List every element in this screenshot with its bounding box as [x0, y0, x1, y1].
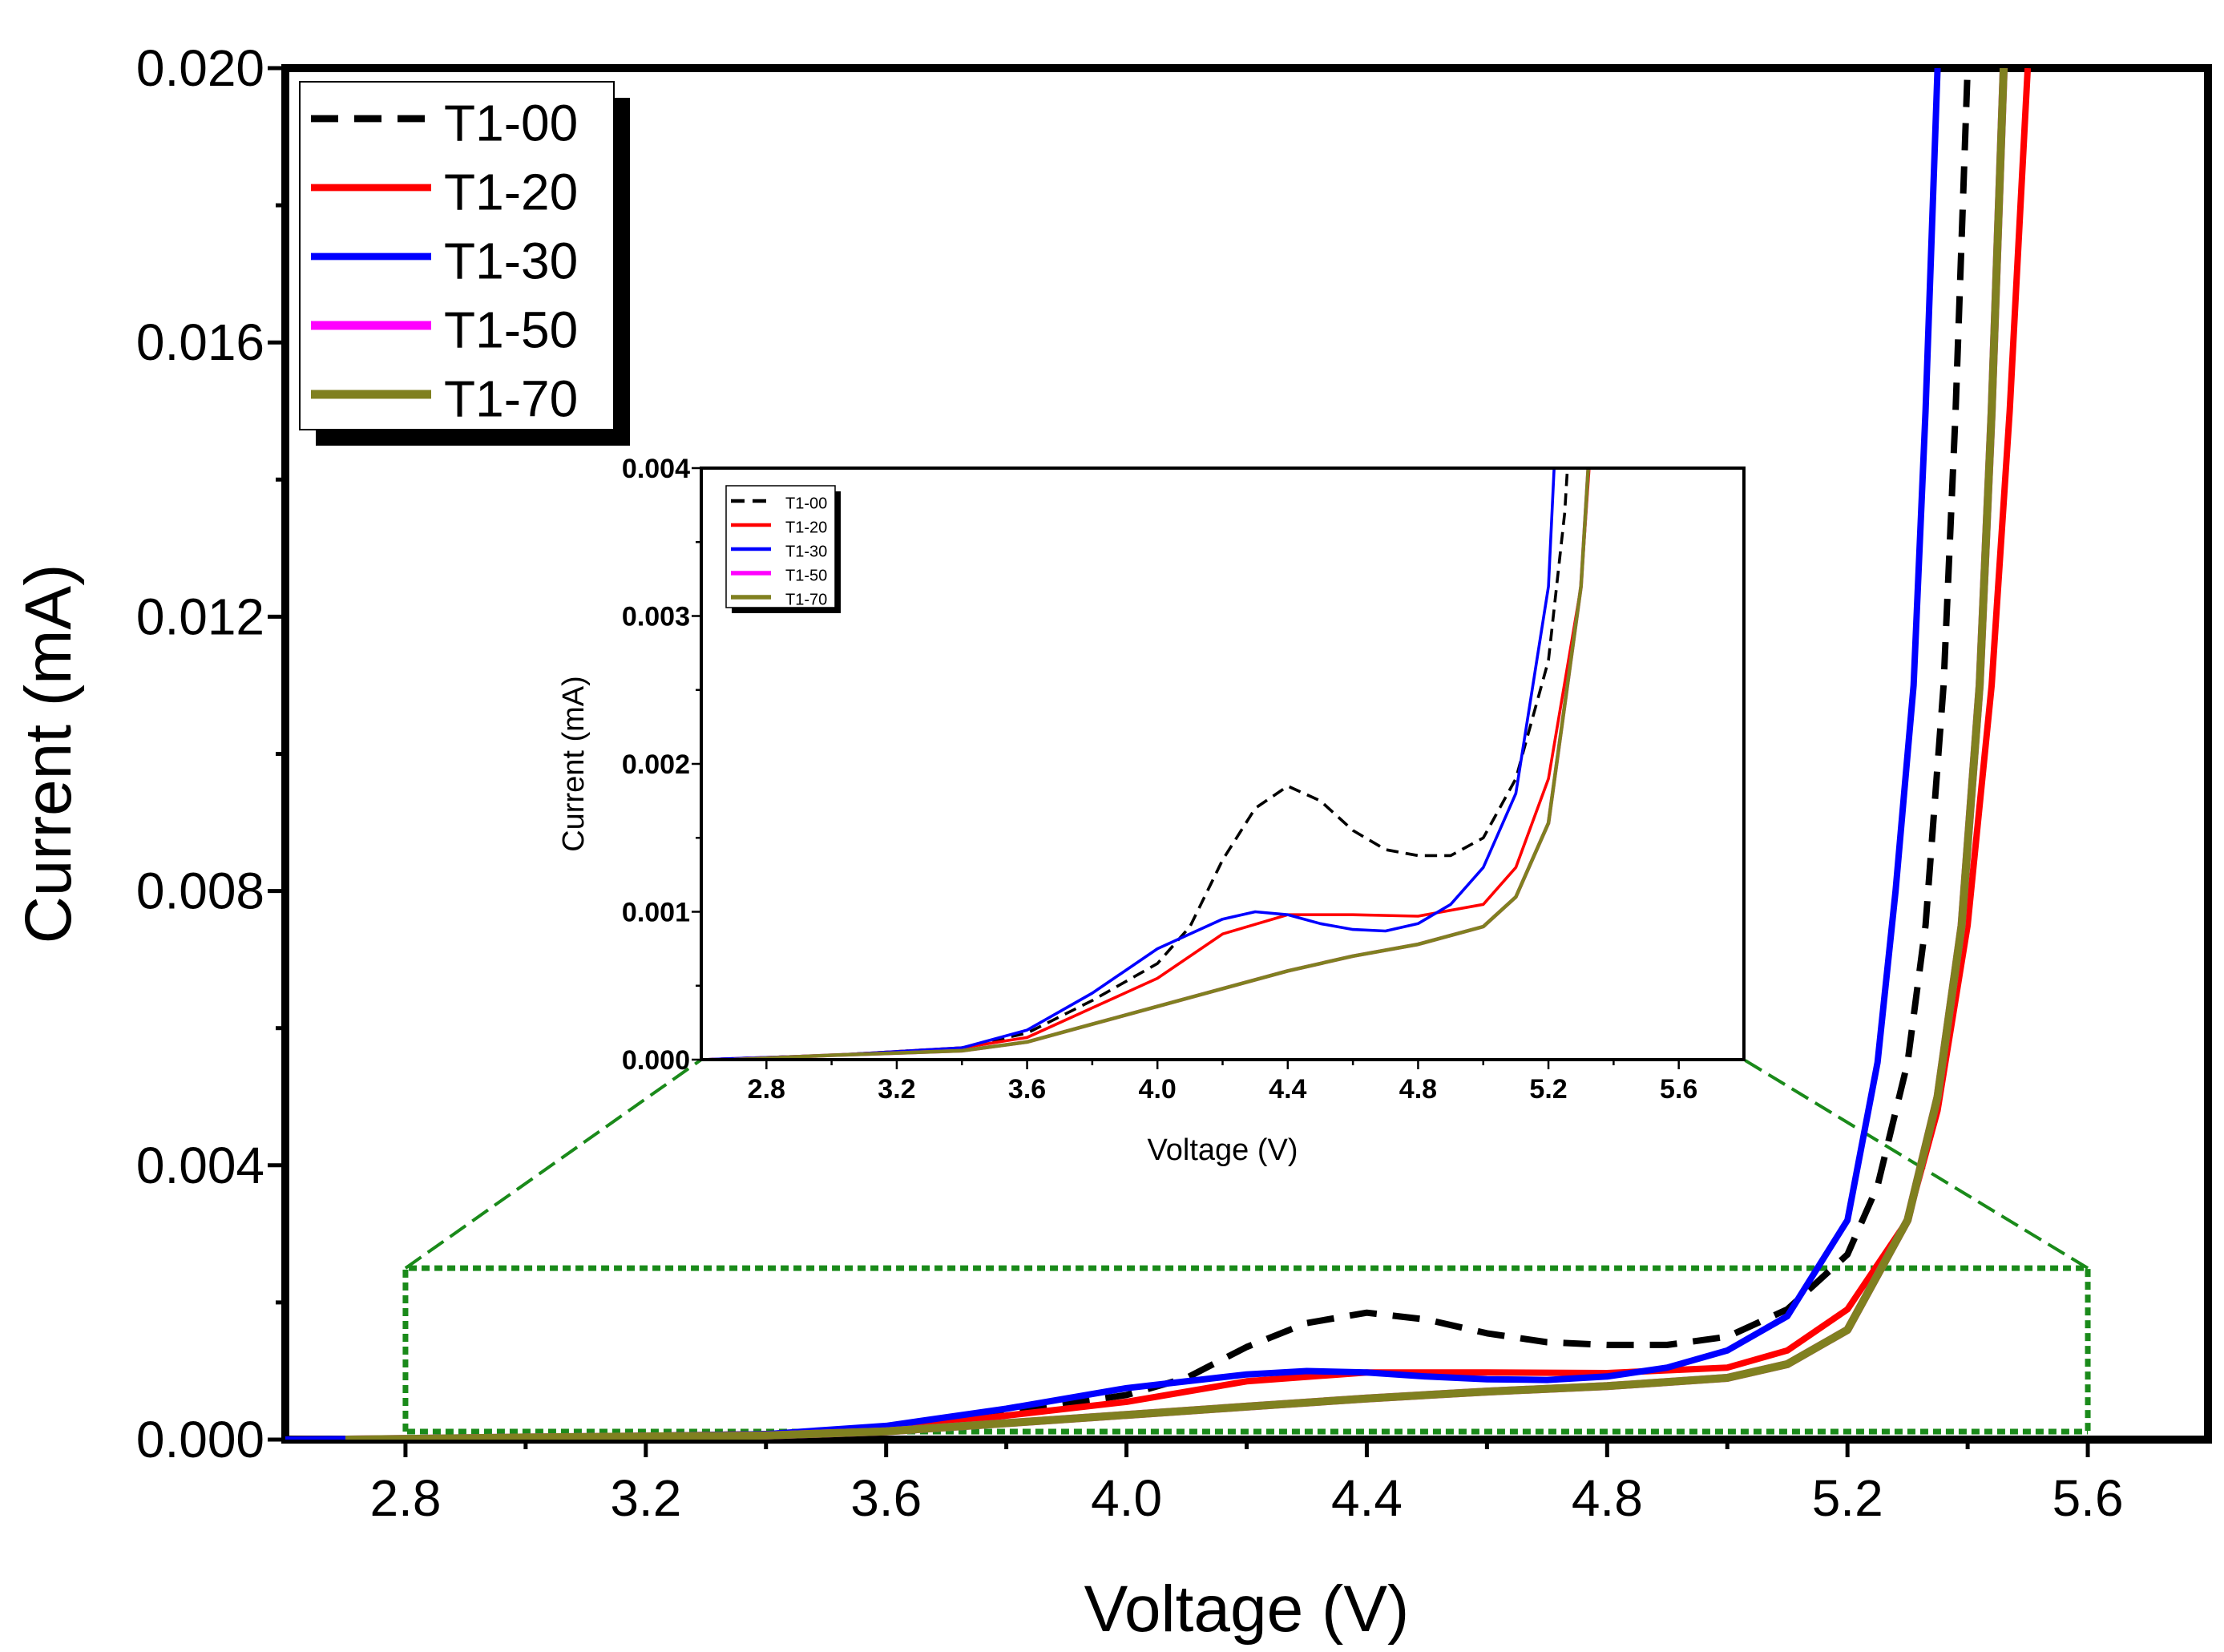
- y-tick-label: 0.003: [622, 602, 690, 632]
- x-tick-label: 5.2: [1529, 1074, 1567, 1105]
- inset-series-group: [701, 468, 1591, 1060]
- inset-axis-ticks: 2.8 3.2 3.6 4.0 4.4 4.8 5.2 5.6 0.000 0.001 0.002 0…: [622, 454, 1697, 1105]
- main-series-group: [285, 68, 2032, 1440]
- main-x-axis-title: Voltage (V): [1084, 1573, 1410, 1646]
- series-line-t1-70: [345, 68, 2008, 1440]
- inset-plot-background: [701, 468, 1744, 1060]
- series-line-t1-20: [701, 468, 1591, 1060]
- y-tick-label: 0.000: [136, 1411, 264, 1468]
- x-tick-label: 3.6: [850, 1469, 922, 1527]
- y-tick-label: 0.001: [622, 898, 690, 928]
- inset-plot: 2.8 3.2 3.6 4.0 4.4 4.8 5.2 5.6 0.000 0.001 0.002 0…: [557, 454, 1746, 1167]
- y-tick-label: 0.016: [136, 313, 264, 371]
- main-plot: 2.8 3.2 3.6 4.0 4.4 4.8 5.2 5.6 0.000 0.004 0.008 0…: [12, 39, 2212, 1646]
- x-tick-label: 4.4: [1269, 1074, 1306, 1105]
- main-legend-label-t1-70: T1-70: [444, 370, 578, 428]
- y-tick-label: 0.004: [136, 1137, 264, 1194]
- inset-legend-items: T1-00 T1-20 T1-30 T1-50 T1-70: [731, 495, 827, 609]
- zoom-connector-left: [404, 1058, 703, 1270]
- x-tick-label: 5.2: [1812, 1469, 1883, 1527]
- main-legend-label-t1-30: T1-30: [444, 232, 578, 290]
- x-tick-label: 5.6: [1660, 1074, 1697, 1105]
- y-tick-label: 0.020: [136, 39, 264, 97]
- main-zoom-indicator: [402, 1058, 2091, 1435]
- series-line-t1-70: [733, 468, 1590, 1060]
- y-tick-label: 0.008: [136, 862, 264, 920]
- series-line-t1-30: [285, 68, 1941, 1440]
- zoom-connector-right: [1742, 1058, 2089, 1270]
- main-legend-label-t1-50: T1-50: [444, 301, 578, 359]
- x-tick-label: 4.8: [1572, 1469, 1643, 1527]
- series-line-t1-30: [701, 468, 1556, 1060]
- main-axis-ticks: 2.8 3.2 3.6 4.0 4.4 4.8 5.2 5.6 0.000 0.004 0.008 0…: [136, 39, 2124, 1527]
- inset-x-axis-title: Voltage (V): [1148, 1133, 1298, 1167]
- inset-legend-box: [725, 485, 836, 608]
- x-tick-label: 4.0: [1091, 1469, 1162, 1527]
- zoom-region-border: [402, 1265, 2091, 1432]
- x-tick-label: 2.8: [748, 1074, 785, 1105]
- main-y-axis-title: Current (mA): [12, 564, 85, 944]
- y-tick-label: 0.002: [622, 749, 690, 780]
- y-tick-label: 0.004: [622, 454, 690, 484]
- x-tick-label: 3.2: [878, 1074, 915, 1105]
- x-tick-label: 4.8: [1399, 1074, 1437, 1105]
- inset-legend: T1-00 T1-20 T1-30 T1-50 T1-70: [725, 485, 841, 613]
- x-tick-label: 3.6: [1008, 1074, 1046, 1105]
- inset-legend-label-t1-50: T1-50: [785, 567, 827, 585]
- inset-y-axis-title: Current (mA): [557, 676, 591, 852]
- x-tick-label: 3.2: [610, 1469, 681, 1527]
- y-tick-label: 0.000: [622, 1045, 690, 1076]
- main-legend: T1-00 T1-20 T1-30 T1-50 T1-70: [299, 81, 630, 446]
- x-tick-label: 2.8: [369, 1469, 441, 1527]
- inset-legend-label-t1-70: T1-70: [785, 592, 827, 609]
- x-tick-label: 4.0: [1139, 1074, 1177, 1105]
- main-legend-label-t1-20: T1-20: [444, 164, 578, 221]
- inset-legend-label-t1-00: T1-00: [785, 495, 827, 513]
- inset-plot-frame: [700, 467, 1746, 1061]
- inset-legend-label-t1-30: T1-30: [785, 543, 827, 561]
- x-tick-label: 5.6: [2052, 1469, 2124, 1527]
- x-tick-label: 4.4: [1331, 1469, 1403, 1527]
- inset-legend-label-t1-20: T1-20: [785, 519, 827, 537]
- y-tick-label: 0.012: [136, 588, 264, 645]
- main-legend-label-t1-00: T1-00: [444, 95, 578, 152]
- main-legend-items: T1-00 T1-20 T1-30 T1-50 T1-70: [311, 95, 578, 428]
